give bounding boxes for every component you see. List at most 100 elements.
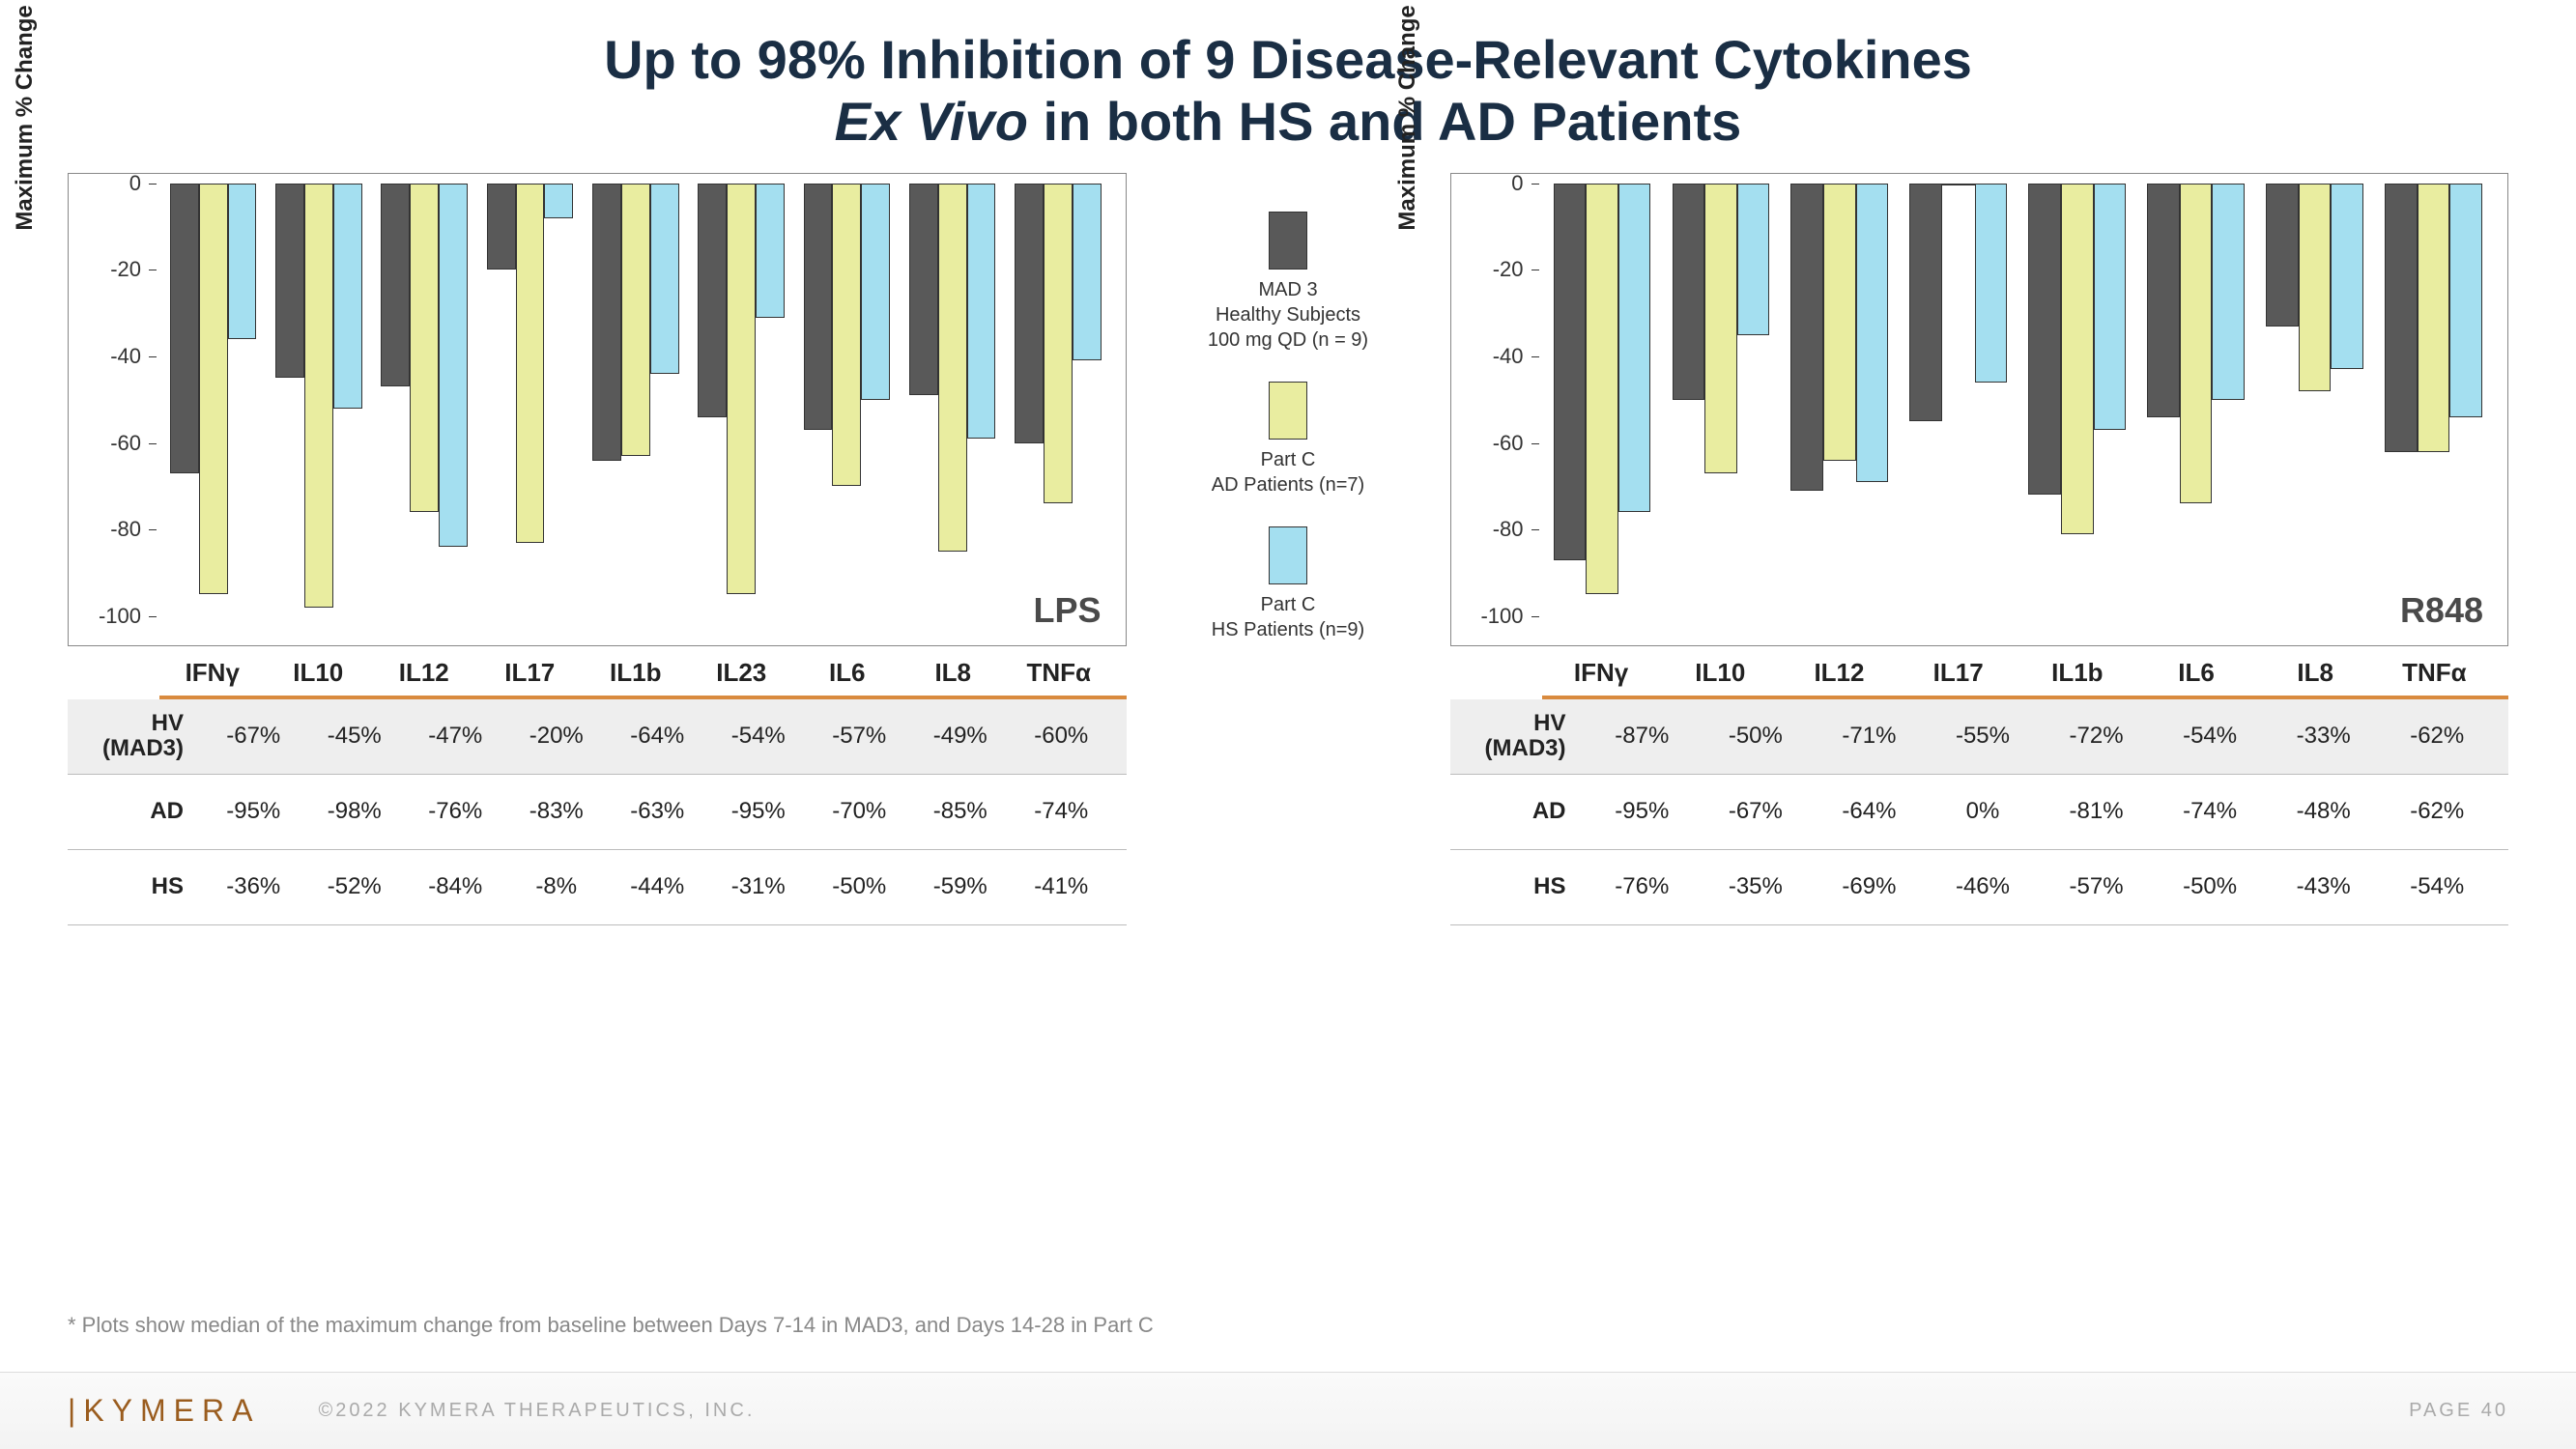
y-axis-label: Maximum % Change from Baseline xyxy=(12,0,39,230)
legend-swatch xyxy=(1269,526,1307,584)
cell: -87% xyxy=(1586,723,1700,750)
plot-area: 0-20-40-60-80-100 xyxy=(1543,184,2494,616)
cell: 0% xyxy=(1926,798,2040,825)
cell: -54% xyxy=(2380,873,2494,900)
x-label: IL17 xyxy=(1899,658,2018,688)
x-label: IL1b xyxy=(583,658,689,688)
bar xyxy=(909,184,938,396)
cell: -43% xyxy=(2267,873,2381,900)
bar xyxy=(938,184,967,552)
cell: -60% xyxy=(1011,723,1112,750)
cell: -64% xyxy=(1813,798,1927,825)
cell: -62% xyxy=(2380,798,2494,825)
x-label: IL1b xyxy=(2018,658,2136,688)
x-label: IL12 xyxy=(371,658,477,688)
bar xyxy=(1942,184,1975,185)
bar xyxy=(650,184,679,374)
panel-lps: Maximum % Change from Baseline0-20-40-60… xyxy=(68,173,1127,925)
y-tick-label: -60 xyxy=(1471,431,1524,456)
row-cells: -67%-45%-47%-20%-64%-54%-57%-49%-60% xyxy=(203,723,1127,750)
cell: -95% xyxy=(203,798,304,825)
bar xyxy=(2299,184,2332,391)
cell: -35% xyxy=(1699,873,1813,900)
x-label: IL8 xyxy=(2256,658,2375,688)
y-axis-label: Maximum % Change from Baseline xyxy=(1394,0,1421,230)
chart-label: R848 xyxy=(2400,590,2483,631)
title-line-1: Up to 98% Inhibition of 9 Disease-Releva… xyxy=(0,29,2576,91)
title-rest: in both HS and AD Patients xyxy=(1028,91,1741,152)
row-cells: -87%-50%-71%-55%-72%-54%-33%-62% xyxy=(1586,723,2509,750)
cell: -62% xyxy=(2380,723,2494,750)
table-row: AD-95%-98%-76%-83%-63%-95%-70%-85%-74% xyxy=(68,775,1127,850)
bar xyxy=(2147,184,2180,417)
bar xyxy=(2094,184,2127,430)
title-block: Up to 98% Inhibition of 9 Disease-Releva… xyxy=(0,0,2576,173)
bar xyxy=(2180,184,2213,504)
y-tick-label: 0 xyxy=(88,171,141,196)
bar xyxy=(1704,184,1737,473)
x-label: IFNγ xyxy=(159,658,266,688)
y-tick-label: -40 xyxy=(1471,344,1524,369)
legend-swatch xyxy=(1269,212,1307,270)
cell: -54% xyxy=(708,723,810,750)
chart-box: Maximum % Change from Baseline0-20-40-60… xyxy=(1450,173,2509,646)
cell: -54% xyxy=(2153,723,2267,750)
y-tick-label: -20 xyxy=(88,257,141,282)
x-labels: IFNγIL10IL12IL17IL1bIL6IL8TNFα xyxy=(1450,658,2509,688)
y-tick xyxy=(1531,529,1539,530)
cell: -44% xyxy=(607,873,708,900)
cell: -63% xyxy=(607,798,708,825)
y-tick-label: -100 xyxy=(88,604,141,629)
cell: -45% xyxy=(304,723,406,750)
bar xyxy=(1737,184,1770,335)
cell: -52% xyxy=(304,873,406,900)
cell: -57% xyxy=(2040,873,2154,900)
y-tick-label: 0 xyxy=(1471,171,1524,196)
cell: -8% xyxy=(506,873,608,900)
table-row: AD-95%-67%-64%0%-81%-74%-48%-62% xyxy=(1450,775,2509,850)
legend-item: Part CAD Patients (n=7) xyxy=(1165,382,1412,497)
cell: -95% xyxy=(1586,798,1700,825)
logo-text: KYMERA xyxy=(83,1393,260,1428)
bar xyxy=(439,184,468,547)
logo: |KYMERA xyxy=(68,1393,260,1429)
cell: -48% xyxy=(2267,798,2381,825)
table-row: HV(MAD3)-87%-50%-71%-55%-72%-54%-33%-62% xyxy=(1450,699,2509,775)
x-label: TNFα xyxy=(2375,658,2494,688)
bar xyxy=(2028,184,2061,496)
bar xyxy=(1856,184,1889,482)
bar xyxy=(2385,184,2418,452)
cell: -41% xyxy=(1011,873,1112,900)
cell: -33% xyxy=(2267,723,2381,750)
title-line-2: Ex Vivo in both HS and AD Patients xyxy=(0,91,2576,153)
row-head: HS xyxy=(1450,874,1586,899)
bar xyxy=(621,184,650,456)
bar xyxy=(381,184,410,387)
x-label: IL6 xyxy=(794,658,901,688)
footer: |KYMERA ©2022 KYMERA THERAPEUTICS, INC. … xyxy=(0,1372,2576,1449)
row-head: AD xyxy=(1450,799,1586,824)
bar xyxy=(698,184,727,417)
bar xyxy=(1909,184,1942,421)
x-label: IL23 xyxy=(689,658,795,688)
bar xyxy=(2331,184,2363,370)
cell: -85% xyxy=(910,798,1012,825)
y-tick-label: -80 xyxy=(88,517,141,542)
legend-text: Part C xyxy=(1261,447,1316,472)
footnote: * Plots show median of the maximum chang… xyxy=(68,1313,1154,1338)
bar xyxy=(1823,184,1856,461)
bar xyxy=(861,184,890,400)
y-tick xyxy=(1531,443,1539,444)
bar xyxy=(1673,184,1705,400)
bar xyxy=(2449,184,2482,417)
cell: -50% xyxy=(809,873,910,900)
y-tick xyxy=(149,616,157,617)
y-tick-label: -60 xyxy=(88,431,141,456)
cell: -59% xyxy=(910,873,1012,900)
panel-r848: Maximum % Change from Baseline0-20-40-60… xyxy=(1450,173,2509,925)
row-head: HV(MAD3) xyxy=(1450,711,1586,762)
bar xyxy=(1015,184,1044,443)
legend-text: Part C xyxy=(1261,592,1316,617)
cell: -83% xyxy=(506,798,608,825)
cell: -36% xyxy=(203,873,304,900)
